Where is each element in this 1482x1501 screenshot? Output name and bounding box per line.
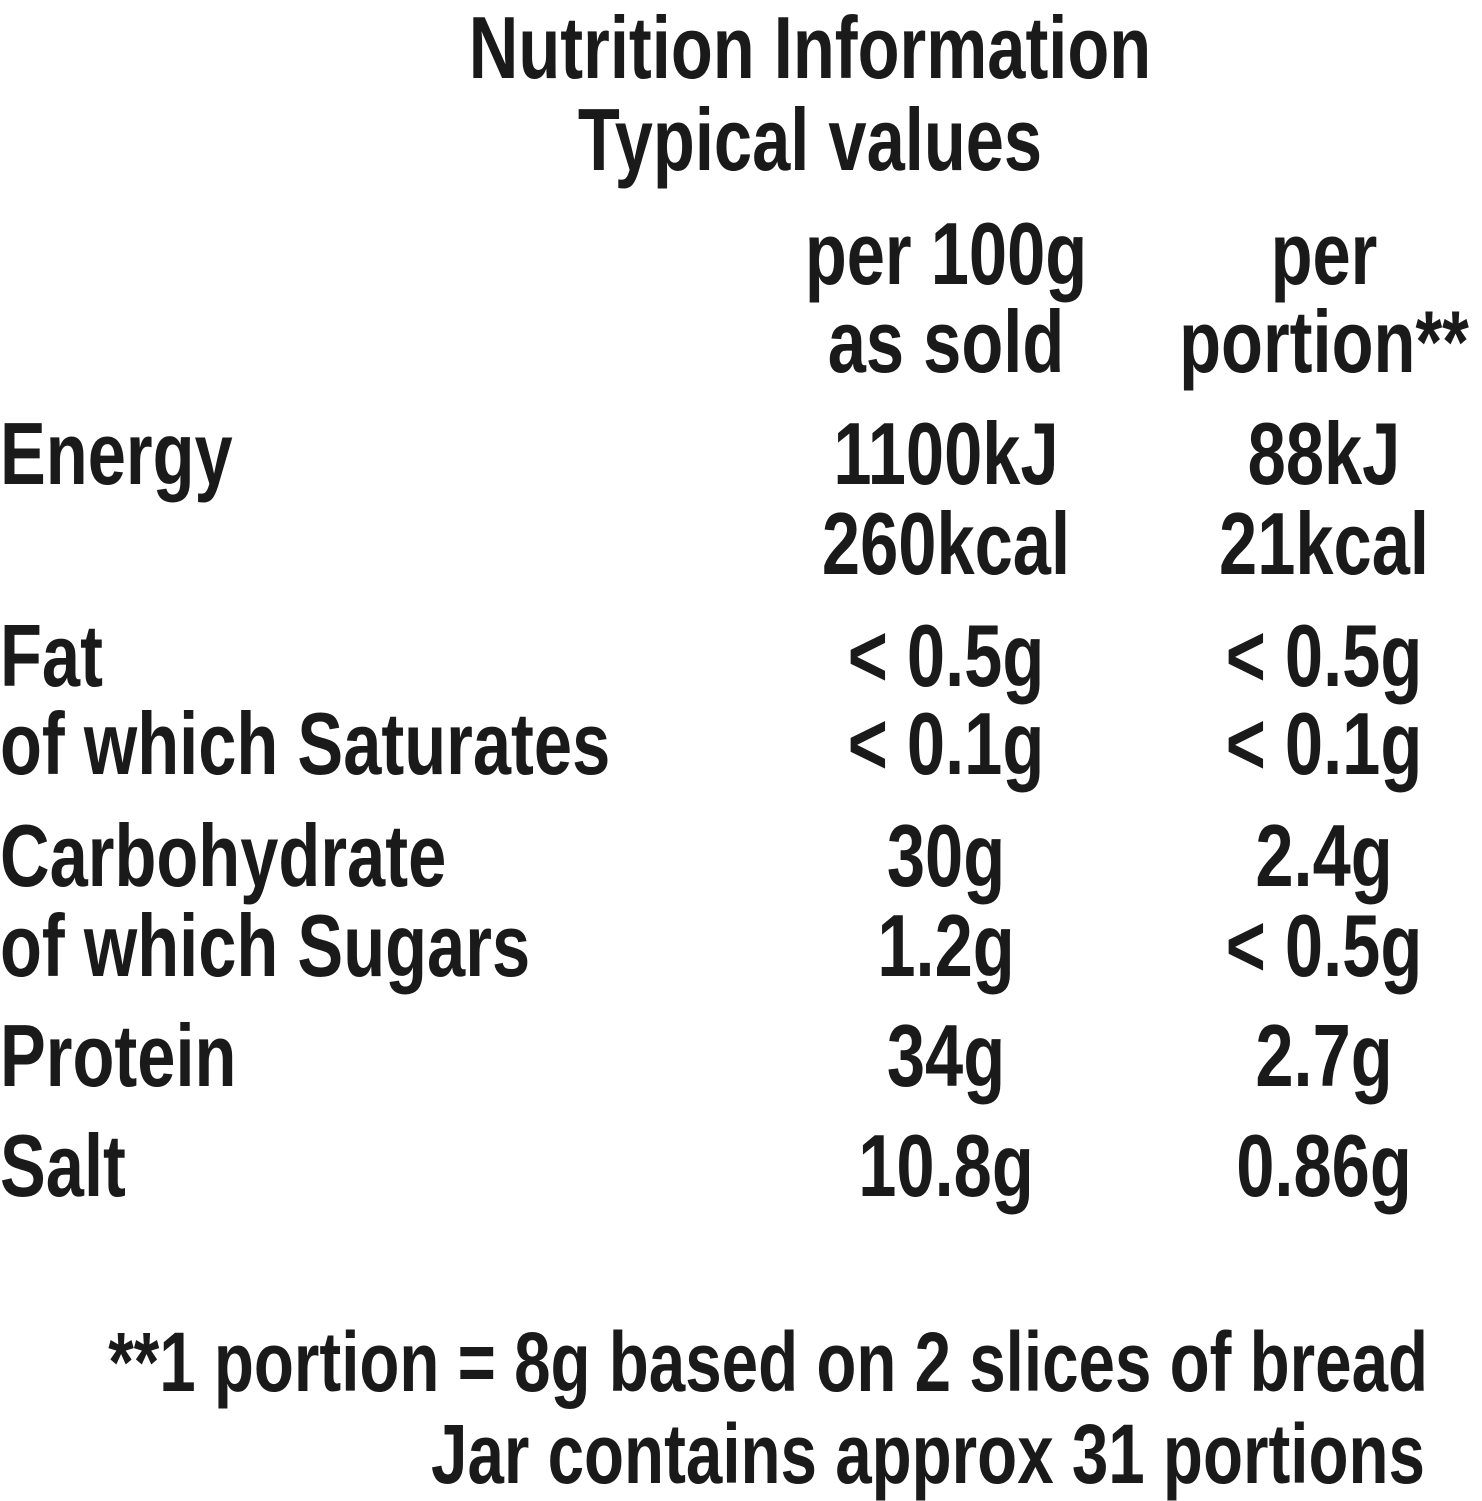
cell-energy-kcal-per-portion: 21kcal	[1219, 494, 1429, 593]
page-title: Nutrition Information	[468, 0, 1152, 97]
column-header-per-portion: per	[1270, 204, 1378, 303]
cell-protein-per-100g: 34g	[886, 1006, 1006, 1105]
page-subtitle: Typical values	[577, 90, 1043, 189]
row-label-salt: Salt	[0, 1116, 126, 1215]
cell-fat-per-portion: < 0.5g	[1225, 606, 1423, 705]
row-label-fat: Fat	[0, 606, 103, 705]
row-label-energy: Energy	[0, 404, 233, 503]
cell-sugars-per-100g: 1.2g	[877, 896, 1015, 995]
row-label-protein: Protein	[0, 1006, 237, 1105]
cell-saturates-per-portion: < 0.1g	[1225, 694, 1423, 793]
row-label-carbohydrate: Carbohydrate	[0, 806, 447, 905]
cell-energy-kcal-per-100g: 260kcal	[821, 494, 1071, 593]
cell-saturates-per-100g: < 0.1g	[847, 694, 1045, 793]
column-header-per-100g-sub: as sold	[827, 292, 1065, 391]
footnote-portion-size: **1 portion = 8g based on 2 slices of br…	[108, 1315, 1429, 1409]
cell-fat-per-100g: < 0.5g	[847, 606, 1045, 705]
cell-protein-per-portion: 2.7g	[1255, 1006, 1393, 1105]
cell-energy-kj-per-portion: 88kJ	[1247, 404, 1401, 503]
row-label-saturates: of which Saturates	[0, 694, 611, 793]
row-label-sugars: of which Sugars	[0, 896, 531, 995]
cell-energy-kj-per-100g: 1100kJ	[833, 404, 1059, 503]
column-header-per-portion-sub: portion**	[1179, 292, 1469, 391]
cell-carbohydrate-per-100g: 30g	[886, 806, 1006, 905]
footnote-jar-portions: Jar contains approx 31 portions	[431, 1407, 1425, 1501]
cell-salt-per-100g: 10.8g	[858, 1116, 1034, 1215]
cell-salt-per-portion: 0.86g	[1236, 1116, 1412, 1215]
cell-sugars-per-portion: < 0.5g	[1225, 896, 1423, 995]
column-header-per-100g: per 100g	[804, 204, 1088, 303]
cell-carbohydrate-per-portion: 2.4g	[1255, 806, 1393, 905]
